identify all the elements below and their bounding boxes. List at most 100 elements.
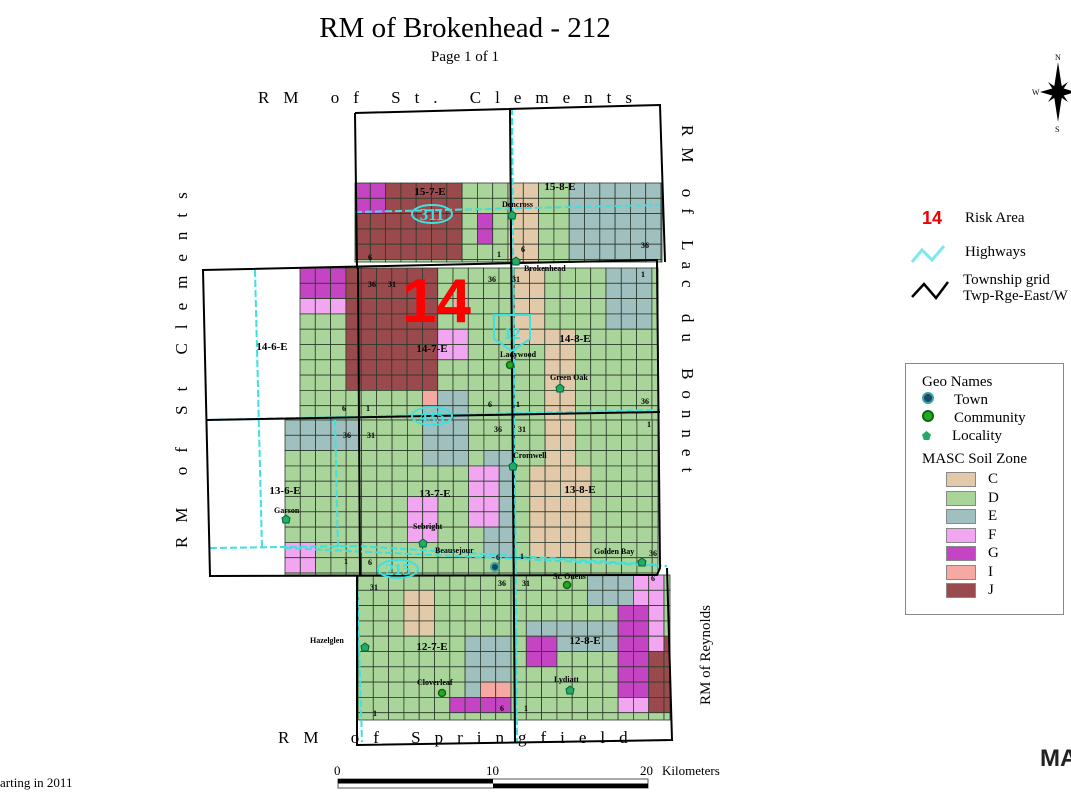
soil-cell-D: [525, 605, 542, 622]
soil-cell-E: [437, 434, 454, 451]
soil-cell-D: [571, 651, 588, 668]
section-number: 6: [342, 404, 346, 413]
soil-cell-E: [568, 213, 585, 230]
soil-cell-D: [299, 374, 316, 391]
soil-cell-D: [514, 480, 531, 497]
soil-cell-D: [587, 712, 604, 721]
community-icon: [562, 580, 572, 590]
highway-number: 435: [419, 407, 445, 426]
soil-cell-D: [479, 574, 497, 591]
soil-cell-J: [446, 228, 463, 245]
soil-cell-C: [560, 496, 577, 513]
soil-cell-J: [376, 328, 393, 345]
soil-cell-C: [544, 344, 561, 361]
soil-cell-D: [590, 434, 607, 451]
soil-cell-I: [479, 681, 497, 698]
soil-cell-F: [299, 557, 316, 574]
soil-cell-D: [492, 182, 509, 199]
soil-cell-J: [406, 359, 423, 376]
place-label: Sebright: [413, 522, 443, 531]
soil-cell-D: [633, 712, 650, 721]
soil-cell-D: [403, 651, 420, 668]
soil-cell-D: [434, 620, 451, 637]
soil-cell-E: [315, 434, 332, 451]
soil-cell-D: [605, 419, 622, 436]
section-number: 6: [521, 245, 525, 254]
soil-cell-E: [584, 182, 601, 199]
soil-cell-J: [391, 344, 408, 361]
soil-cell-D: [330, 328, 347, 345]
soil-cell-D: [299, 450, 316, 467]
soil-cell-G: [449, 697, 466, 714]
soil-cell-D: [468, 450, 485, 467]
soil-cell-D: [636, 450, 653, 467]
soil-cell-D: [449, 605, 466, 622]
soil-cell-F: [452, 344, 469, 361]
soil-cell-D: [372, 620, 389, 637]
soil-cell-D: [449, 589, 466, 606]
soil-cell-D: [575, 450, 592, 467]
soil-cell-D: [299, 526, 316, 543]
soil-cell-D: [651, 496, 659, 513]
soil-cell-F: [648, 620, 665, 637]
soil-cell-F: [483, 511, 500, 528]
soil-cell-J: [369, 243, 386, 260]
soil-cell-C: [544, 419, 561, 436]
community-label: Community: [954, 410, 1026, 426]
township-label: 13-8-E: [564, 484, 595, 496]
soil-cell-D: [464, 605, 481, 622]
legend-locality: Locality: [922, 427, 1002, 445]
soil-cell-E: [636, 298, 653, 315]
soil-cell-C: [560, 542, 577, 559]
soil-cell-G: [299, 282, 316, 299]
soil-cell-E: [464, 635, 481, 652]
risk-area-legend-symbol: 14: [922, 208, 943, 228]
section-number: 6: [368, 558, 372, 567]
legend-zone-C: C: [946, 470, 998, 488]
place-label: Green Oak: [550, 373, 588, 382]
soil-cell-J: [446, 243, 463, 260]
soil-cell-D: [510, 651, 527, 668]
soil-cell-J: [431, 243, 448, 260]
section-number: 1: [497, 250, 501, 259]
zone-swatch: [946, 509, 976, 525]
soil-cell-D: [575, 419, 592, 436]
highway-line: [334, 419, 339, 549]
soil-cell-D: [391, 526, 408, 543]
legend-zone-G: G: [946, 544, 999, 562]
town-label: Town: [954, 392, 988, 408]
soil-cell-J: [376, 374, 393, 391]
zone-swatch: [946, 490, 976, 506]
soil-cell-D: [605, 450, 622, 467]
soil-cell-D: [621, 496, 638, 513]
soil-cell-G: [464, 697, 481, 714]
soil-cell-D: [468, 434, 485, 451]
soil-cell-E: [437, 450, 454, 467]
section-number: 31: [367, 431, 375, 440]
soil-cell-D: [529, 434, 546, 451]
soil-cell-F: [648, 605, 665, 622]
soil-cell-J: [648, 681, 665, 698]
soil-cell-E: [495, 635, 512, 652]
soil-cell-D: [391, 480, 408, 497]
soil-cell-F: [330, 298, 347, 315]
soil-cell-J: [415, 243, 432, 260]
soil-cell-D: [284, 450, 301, 467]
compass-n: N: [1055, 53, 1061, 62]
soil-cell-D: [376, 511, 393, 528]
soil-cell-D: [544, 282, 561, 299]
soil-cell-D: [376, 434, 393, 451]
soil-cell-C: [529, 480, 546, 497]
section-number: 36: [494, 425, 502, 434]
soil-cell-D: [479, 589, 497, 606]
soil-cell-D: [372, 651, 389, 668]
soil-cell-C: [513, 298, 530, 315]
soil-cell-D: [602, 712, 619, 721]
soil-cell-E: [602, 620, 619, 637]
soil-cell-D: [299, 313, 316, 330]
soil-cell-D: [314, 328, 331, 345]
place-label: Garson: [274, 506, 300, 515]
soil-cell-D: [495, 620, 512, 637]
soil-cell-C: [529, 496, 546, 513]
place-label: Beausejour: [435, 546, 474, 555]
